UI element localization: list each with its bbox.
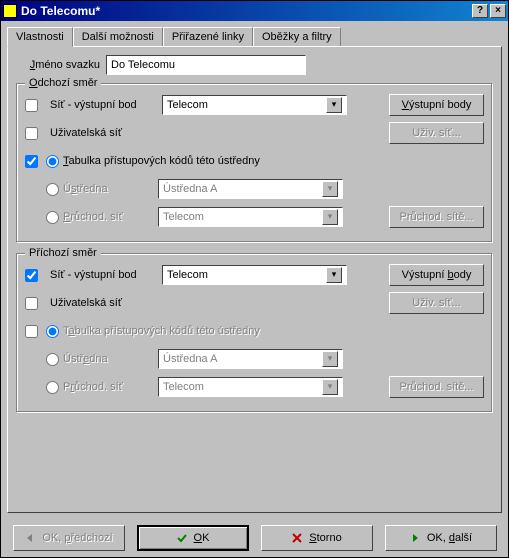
lbl-out-table: Tabulka přístupových kódů této ústředny: [59, 155, 260, 167]
row-in-pruchod: Průchod. síť Telecom ▾ Průchod. sítě...: [25, 376, 484, 398]
tab-panel: Jméno svazku Odchozí směr Síť - výstupní…: [7, 46, 502, 513]
combo-in-sit-value: Telecom: [167, 269, 208, 281]
btn-cancel-label: Storno: [309, 532, 341, 544]
chevron-down-icon: ▾: [326, 97, 342, 113]
arrow-right-icon: [409, 532, 421, 544]
combo-out-sit-value: Telecom: [167, 99, 208, 111]
row-in-ustredna: Ústředna Ústředna A ▾: [25, 348, 484, 370]
btn-in-uziv-sit[interactable]: Uživ. síť...: [389, 292, 484, 314]
btn-out-pruchod-site[interactable]: Průchod. sítě...: [389, 206, 484, 228]
row-out-sit: Síť - výstupní bod Telecom ▾ Výstupní bo…: [25, 94, 484, 116]
rad-in-table[interactable]: [46, 325, 59, 338]
chk-out-user[interactable]: [25, 127, 38, 140]
group-prichozi: Příchozí směr Síť - výstupní bod Telecom…: [16, 253, 493, 413]
rad-in-ustredna[interactable]: [46, 353, 59, 366]
tab-prirazene-linky[interactable]: Přiřazené linky: [163, 27, 253, 46]
group-odchozi: Odchozí směr Síť - výstupní bod Telecom …: [16, 83, 493, 243]
name-input[interactable]: [106, 55, 306, 75]
combo-out-sit[interactable]: Telecom ▾: [162, 95, 347, 115]
combo-in-sit[interactable]: Telecom ▾: [162, 265, 347, 285]
check-icon: [176, 532, 188, 544]
content-area: Vlastnosti Další možnosti Přiřazené link…: [1, 21, 508, 519]
rad-out-table[interactable]: [46, 155, 59, 168]
btn-ok-prev-label: OK, předchozí: [42, 532, 112, 544]
row-out-pruchod: Průchod. síť Telecom ▾ Průchod. sítě...: [25, 206, 484, 228]
chevron-down-icon: ▾: [322, 181, 338, 197]
chk-in-user[interactable]: [25, 297, 38, 310]
combo-out-pruchod[interactable]: Telecom ▾: [158, 207, 343, 227]
row-out-table: Tabulka přístupových kódů této ústředny: [25, 150, 484, 172]
combo-in-pruchod[interactable]: Telecom ▾: [158, 377, 343, 397]
rad-in-pruchod[interactable]: [46, 381, 59, 394]
row-in-user: Uživatelská síť Uživ. síť...: [25, 292, 484, 314]
lbl-out-user: Uživatelská síť: [46, 127, 158, 139]
row-out-user: Uživatelská síť Uživ. síť...: [25, 122, 484, 144]
chk-out-table[interactable]: [25, 155, 38, 168]
btn-out-vystupni-body[interactable]: Výstupní body: [389, 94, 484, 116]
btn-ok-prev[interactable]: OK, předchozí: [13, 525, 125, 551]
btn-in-pruchod-site[interactable]: Průchod. sítě...: [389, 376, 484, 398]
arrow-left-icon: [24, 532, 36, 544]
combo-in-pruchod-value: Telecom: [163, 381, 204, 393]
combo-out-ustredna[interactable]: Ústředna A ▾: [158, 179, 343, 199]
tab-dalsi-moznosti[interactable]: Další možnosti: [73, 27, 163, 46]
btn-ok-label: OK: [194, 532, 210, 544]
name-row: Jméno svazku: [16, 55, 493, 75]
btn-cancel[interactable]: Storno: [261, 525, 373, 551]
lbl-out-ustredna: Ústředna: [59, 183, 154, 195]
lbl-in-sit: Síť - výstupní bod: [46, 269, 158, 281]
combo-out-pruchod-value: Telecom: [163, 211, 204, 223]
lbl-out-pruchod: Průchod. síť: [59, 211, 154, 223]
tab-obezky-filtry[interactable]: Oběžky a filtry: [253, 27, 341, 46]
combo-in-ustredna-value: Ústředna A: [163, 353, 217, 365]
dialog-window: Do Telecomu* ? × Vlastnosti Další možnos…: [0, 0, 509, 558]
chk-in-sit[interactable]: [25, 269, 38, 282]
row-out-ustredna: Ústředna Ústředna A ▾: [25, 178, 484, 200]
window-title: Do Telecomu*: [21, 4, 470, 18]
chk-in-table[interactable]: [25, 325, 38, 338]
chevron-down-icon: ▾: [322, 351, 338, 367]
close-button[interactable]: ×: [490, 4, 506, 18]
row-in-table: Tabulka přístupových kódů této ústředny: [25, 320, 484, 342]
x-icon: [291, 532, 303, 544]
group-odchozi-title: Odchozí směr: [25, 77, 101, 89]
lbl-in-ustredna: Ústředna: [59, 353, 154, 365]
tab-vlastnosti[interactable]: Vlastnosti: [7, 27, 73, 47]
help-button[interactable]: ?: [472, 4, 488, 18]
chevron-down-icon: ▾: [322, 379, 338, 395]
btn-out-uziv-sit[interactable]: Uživ. síť...: [389, 122, 484, 144]
lbl-out-sit: Síť - výstupní bod: [46, 99, 158, 111]
footer-buttons: OK, předchozí OK Storno OK, další: [1, 519, 508, 557]
lbl-in-pruchod: Průchod. síť: [59, 381, 154, 393]
tab-strip: Vlastnosti Další možnosti Přiřazené link…: [7, 27, 502, 46]
group-prichozi-title: Příchozí směr: [25, 247, 101, 259]
combo-out-ustredna-value: Ústředna A: [163, 183, 217, 195]
rad-out-pruchod[interactable]: [46, 211, 59, 224]
lbl-in-user: Uživatelská síť: [46, 297, 158, 309]
titlebar: Do Telecomu* ? ×: [1, 1, 508, 21]
btn-in-vystupni-body[interactable]: Výstupní body: [389, 264, 484, 286]
btn-ok[interactable]: OK: [137, 525, 249, 551]
name-label: Jméno svazku: [16, 59, 106, 71]
row-in-sit: Síť - výstupní bod Telecom ▾ Výstupní bo…: [25, 264, 484, 286]
app-icon: [3, 4, 17, 18]
chevron-down-icon: ▾: [322, 209, 338, 225]
chk-out-sit[interactable]: [25, 99, 38, 112]
combo-in-ustredna[interactable]: Ústředna A ▾: [158, 349, 343, 369]
btn-ok-next[interactable]: OK, další: [385, 525, 497, 551]
btn-ok-next-label: OK, další: [427, 532, 472, 544]
chevron-down-icon: ▾: [326, 267, 342, 283]
rad-out-ustredna[interactable]: [46, 183, 59, 196]
lbl-in-table: Tabulka přístupových kódů této ústředny: [59, 325, 260, 337]
